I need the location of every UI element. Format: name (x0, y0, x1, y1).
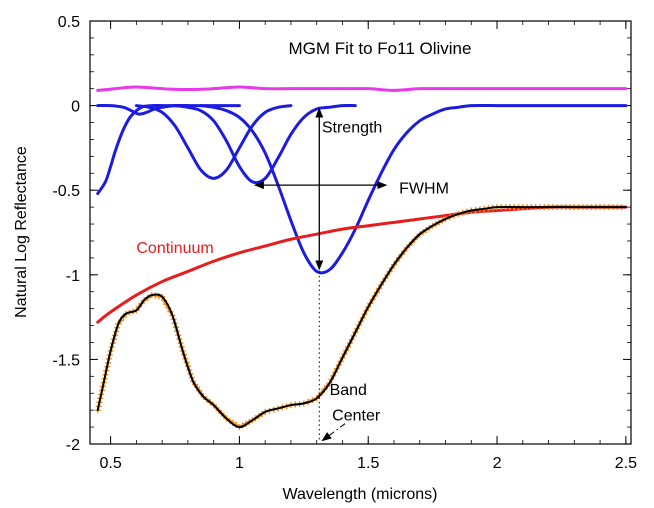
annotation-lines (253, 107, 388, 442)
strength-label: Strength (322, 120, 382, 137)
chart-title: MGM Fit to Fo11 Olivine (289, 39, 472, 58)
x-tick-label: 2.5 (615, 455, 637, 472)
y-tick-label: -0.5 (52, 183, 80, 200)
gaussian-band-2-line (96, 103, 190, 116)
y-tick-label: -1.5 (52, 352, 80, 369)
y-tick-label: 0 (71, 99, 80, 116)
x-tick-label: 1 (235, 455, 244, 472)
y-tick-label: -1 (66, 268, 80, 285)
x-tick-label: 0.5 (99, 455, 121, 472)
x-tick-label: 1.5 (357, 455, 379, 472)
y-axis-label: Natural Log Reflectance (13, 146, 30, 318)
plot-frame (89, 20, 632, 445)
continuum-label: Continuum (136, 240, 213, 257)
data-marker-layer (94, 204, 627, 431)
y-tick-label: -2 (66, 437, 80, 454)
axis-ticks: 0.5 1 1.5 2 2.5 0.5 0 -0.5 -1 -1.5 -2 (52, 14, 637, 472)
center-label: Center (332, 407, 381, 424)
band-center-pointer (321, 423, 346, 442)
continuum-line (96, 205, 628, 324)
modeled-spectrum-line (96, 205, 627, 429)
residual-line (96, 85, 628, 92)
gaussian-band-3-line (134, 104, 293, 180)
gaussian-band-4-line (173, 103, 357, 185)
y-tick-label: 0.5 (58, 14, 80, 31)
x-tick-label: 2 (493, 455, 502, 472)
band-label: Band (330, 382, 367, 399)
x-axis-label: Wavelength (microns) (282, 486, 437, 503)
fwhm-label: FWHM (399, 181, 449, 198)
